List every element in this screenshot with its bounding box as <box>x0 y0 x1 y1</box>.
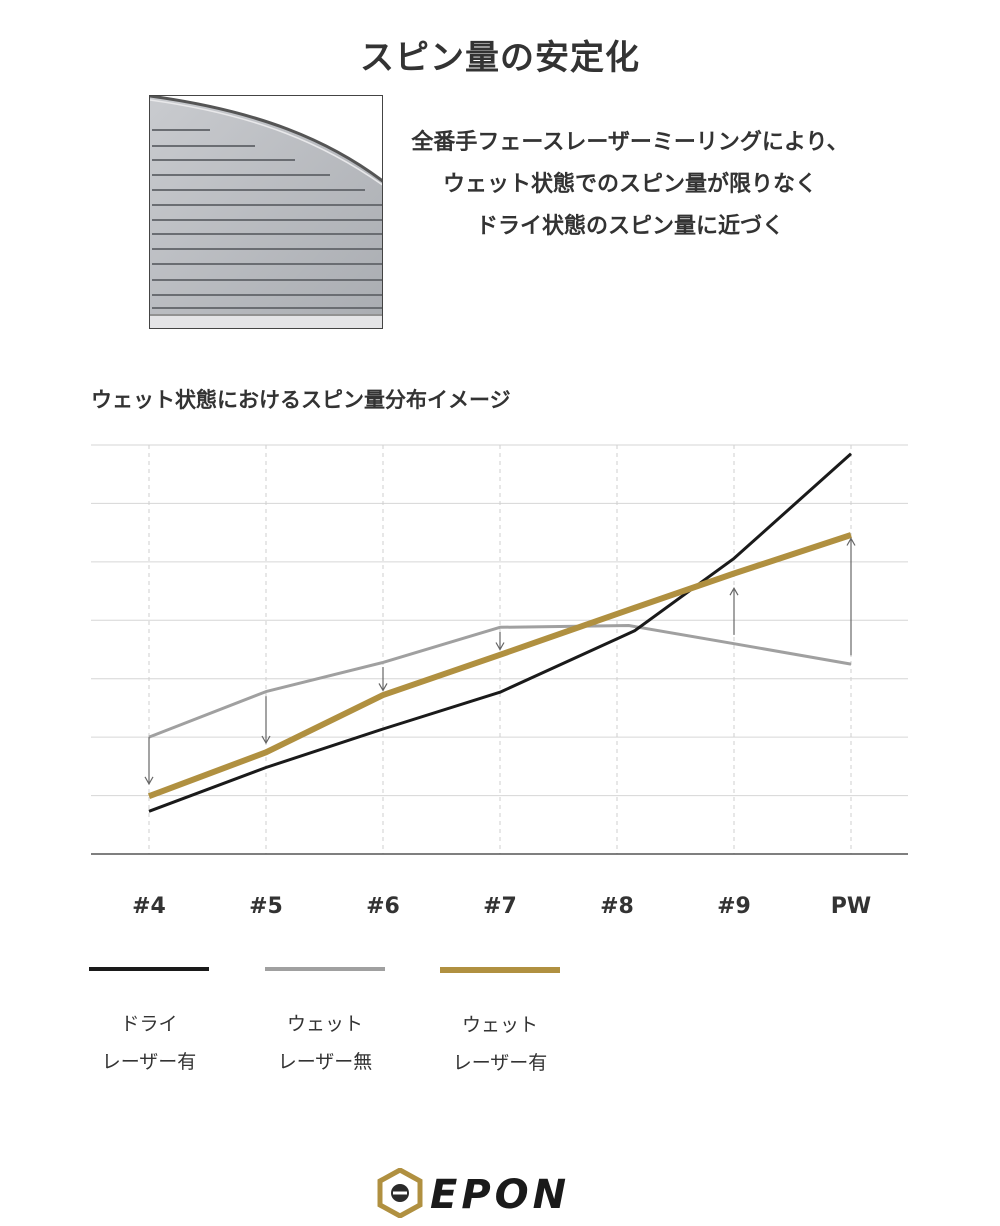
chart-x-ticks: #4 #5 #6 #7 #8 #9 PW <box>132 894 871 919</box>
spin-change-arrow <box>261 696 271 745</box>
chart-grid <box>91 444 908 855</box>
legend-label: ドライ レーザー有 <box>84 1005 214 1081</box>
spin-chart: #4 #5 #6 #7 #8 #9 PW <box>91 444 908 919</box>
x-tick-label: #8 <box>600 894 634 919</box>
legend-label-line: ウェット <box>461 1014 538 1036</box>
spin-change-arrow <box>729 586 739 635</box>
description: 全番手フェースレーザーミーリングにより、 ウェット状態でのスピン量が限りなく ド… <box>390 122 870 248</box>
logo-text: EPON <box>430 1172 570 1218</box>
legend-label-line: ウェット <box>286 1013 363 1035</box>
legend-item-dry-laser: ドライ レーザー有 <box>84 967 214 1081</box>
legend-item-wet-laser: ウェット レーザー有 <box>435 967 565 1082</box>
series-line-wet-no-laser <box>148 624 852 739</box>
series-line-wet-laser <box>147 532 852 800</box>
description-line: ドライ状態のスピン量に近づく <box>475 214 784 239</box>
spin-change-arrow <box>495 631 505 651</box>
legend-label-line: ドライ <box>120 1013 178 1035</box>
legend-label: ウェット レーザー無 <box>260 1005 390 1081</box>
legend-label-line: レーザー有 <box>101 1051 197 1073</box>
spin-change-arrow <box>378 667 388 692</box>
chart-annotations <box>144 537 856 786</box>
legend-label-line: レーザー有 <box>452 1052 548 1074</box>
spin-change-arrow <box>846 537 856 656</box>
epon-logo: EPON <box>376 1167 626 1219</box>
spin-change-arrow <box>144 737 154 786</box>
legend-label-line: レーザー無 <box>277 1051 373 1073</box>
series-line-dry-laser <box>148 452 852 813</box>
legend-label: ウェット レーザー有 <box>435 1006 565 1082</box>
page-title: スピン量の安定化 <box>360 38 640 78</box>
legend-swatch <box>89 967 209 971</box>
club-face-image <box>149 95 383 329</box>
legend-swatch <box>440 967 560 973</box>
x-tick-label: #4 <box>132 894 166 919</box>
chart-series <box>147 452 852 813</box>
x-tick-label: #5 <box>249 894 283 919</box>
x-tick-label: PW <box>831 894 871 919</box>
description-line: 全番手フェースレーザーミーリングにより、 <box>411 130 849 155</box>
legend-swatch <box>265 967 385 971</box>
x-tick-label: #6 <box>366 894 400 919</box>
x-tick-label: #7 <box>483 894 517 919</box>
description-line: ウェット状態でのスピン量が限りなく <box>442 172 817 197</box>
x-tick-label: #9 <box>717 894 751 919</box>
chart-title: ウェット状態におけるスピン量分布イメージ <box>91 388 511 412</box>
legend-item-wet-no-laser: ウェット レーザー無 <box>260 967 390 1081</box>
